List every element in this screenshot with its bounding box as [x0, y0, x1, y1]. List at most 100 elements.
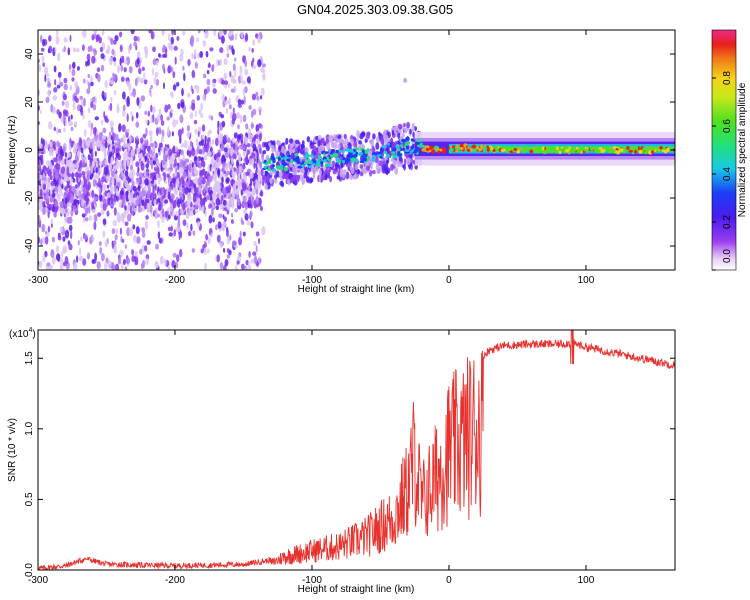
spectrogram-speckle — [137, 36, 140, 42]
spectrogram-speckle — [161, 187, 165, 195]
spectrogram-speckle — [82, 44, 85, 52]
spectrogram-speckle — [229, 164, 233, 169]
spectrogram-speckle — [62, 173, 67, 178]
spectrogram-speckle — [146, 152, 150, 158]
spectrogram-speckle — [182, 31, 186, 36]
spectrogram-speckle — [207, 236, 211, 245]
spectrogram-speckle — [149, 149, 153, 155]
spectrogram-speckle — [153, 180, 157, 185]
spectrogram-ridge-dot — [492, 148, 496, 153]
spectrogram-speckle — [412, 131, 415, 138]
spectrogram-y-tick-label: 20 — [24, 96, 35, 108]
spectrogram-ridge-dot — [264, 159, 267, 164]
spectrogram-speckle — [132, 234, 138, 243]
spectrogram-ridge-dot — [460, 143, 465, 148]
spectrogram-speckle — [88, 200, 92, 207]
spectrogram-speckle — [137, 185, 141, 192]
spectrogram-speckle — [130, 111, 133, 116]
spectrogram-speckle — [144, 245, 148, 252]
spectrogram-speckle — [221, 120, 226, 128]
spectrogram-speckle — [169, 203, 173, 213]
spectrogram-ridge-dot — [287, 154, 291, 158]
spectrogram-speckle — [123, 67, 127, 73]
spectrogram-speckle — [178, 231, 181, 241]
spectrogram-speckle — [150, 84, 153, 89]
spectrogram-speckle — [241, 99, 245, 105]
spectrogram-speckle — [170, 36, 174, 45]
spectrogram-speckle — [155, 142, 158, 147]
spectrogram-speckle — [162, 53, 166, 58]
snr-y-tick-label: 1.5 — [24, 351, 35, 365]
spectrogram-speckle — [231, 240, 236, 248]
spectrogram-speckle — [210, 233, 213, 238]
spectrogram-speckle — [202, 148, 205, 156]
spectrogram-speckle — [63, 111, 66, 117]
spectrogram-speckle — [101, 119, 103, 126]
spectrogram-speckle — [115, 147, 120, 152]
spectrogram-speckle — [183, 72, 186, 82]
spectrogram-speckle — [91, 160, 96, 168]
spectrogram-ridge-dot — [626, 146, 630, 150]
spectrogram-speckle — [226, 228, 229, 238]
spectrogram-speckle — [119, 249, 124, 258]
spectrogram-ridge-dot — [346, 158, 351, 163]
spectrogram-speckle — [242, 88, 245, 97]
spectrogram-ridge-dot — [324, 163, 328, 168]
spectrogram-speckle — [172, 252, 177, 258]
spectrogram-speckle — [47, 211, 50, 219]
spectrogram-speckle — [244, 156, 248, 162]
spectrogram-speckle — [406, 157, 411, 166]
spectrogram-speckle — [259, 109, 262, 116]
spectrogram-speckle — [126, 80, 130, 87]
spectrogram-speckle — [38, 214, 41, 223]
spectrogram-speckle — [69, 34, 72, 43]
spectrogram-speckle — [111, 176, 115, 186]
spectrogram-speckle — [222, 199, 227, 206]
spectrogram-speckle — [132, 224, 136, 230]
spectrogram-speckle — [215, 205, 219, 211]
spectrogram-ridge-dot — [572, 148, 577, 152]
spectrogram-speckle — [91, 34, 95, 41]
spectrogram-speckle — [104, 261, 108, 270]
spectrogram-speckle — [64, 119, 67, 127]
spectrogram-speckle — [72, 93, 75, 102]
spectrogram-speckle — [397, 131, 401, 140]
spectrogram-speckle — [124, 221, 129, 226]
spectrogram-speckle — [223, 58, 228, 65]
spectrogram-speckle — [198, 184, 201, 192]
spectrogram-speckle — [222, 163, 225, 172]
spectrogram-speckle — [175, 179, 180, 187]
spectrogram-speckle — [246, 220, 251, 226]
spectrogram-ridge-dot — [395, 145, 399, 148]
spectrogram-speckle — [104, 115, 108, 121]
snr-x-tick-label: -300 — [28, 575, 48, 586]
spectrogram-speckle — [49, 189, 53, 195]
spectrogram-speckle — [123, 156, 127, 166]
spectrogram-speckle — [414, 164, 418, 170]
spectrogram-speckle — [99, 167, 102, 174]
spectrogram-speckle — [370, 139, 373, 145]
spectrogram-speckle — [206, 70, 210, 75]
spectrogram-speckle — [47, 169, 52, 177]
spectrogram-speckle — [121, 55, 125, 64]
spectrogram-speckle — [50, 223, 53, 228]
spectrogram-speckle — [84, 234, 88, 241]
spectrogram-speckle — [175, 210, 178, 217]
spectrogram-speckle — [366, 165, 370, 171]
spectrogram-ridge-dot — [550, 149, 554, 154]
spectrogram-speckle — [260, 205, 263, 212]
spectrogram-speckle — [189, 196, 193, 201]
spectrogram-speckle — [63, 93, 67, 101]
spectrogram-speckle — [223, 30, 227, 36]
spectrogram-speckle — [100, 64, 105, 72]
spectrogram-speckle — [57, 52, 61, 62]
spectrogram-speckle — [217, 183, 221, 192]
spectrogram-speckle — [138, 153, 142, 160]
spectrogram-speckle — [217, 120, 220, 127]
spectrogram-ridge-dot — [371, 157, 376, 162]
spectrogram-speckle — [61, 100, 65, 106]
spectrogram-speckle — [260, 190, 264, 197]
spectrogram-speckle — [240, 74, 243, 83]
spectrogram-speckle — [125, 257, 131, 265]
spectrogram-speckle — [163, 154, 168, 161]
